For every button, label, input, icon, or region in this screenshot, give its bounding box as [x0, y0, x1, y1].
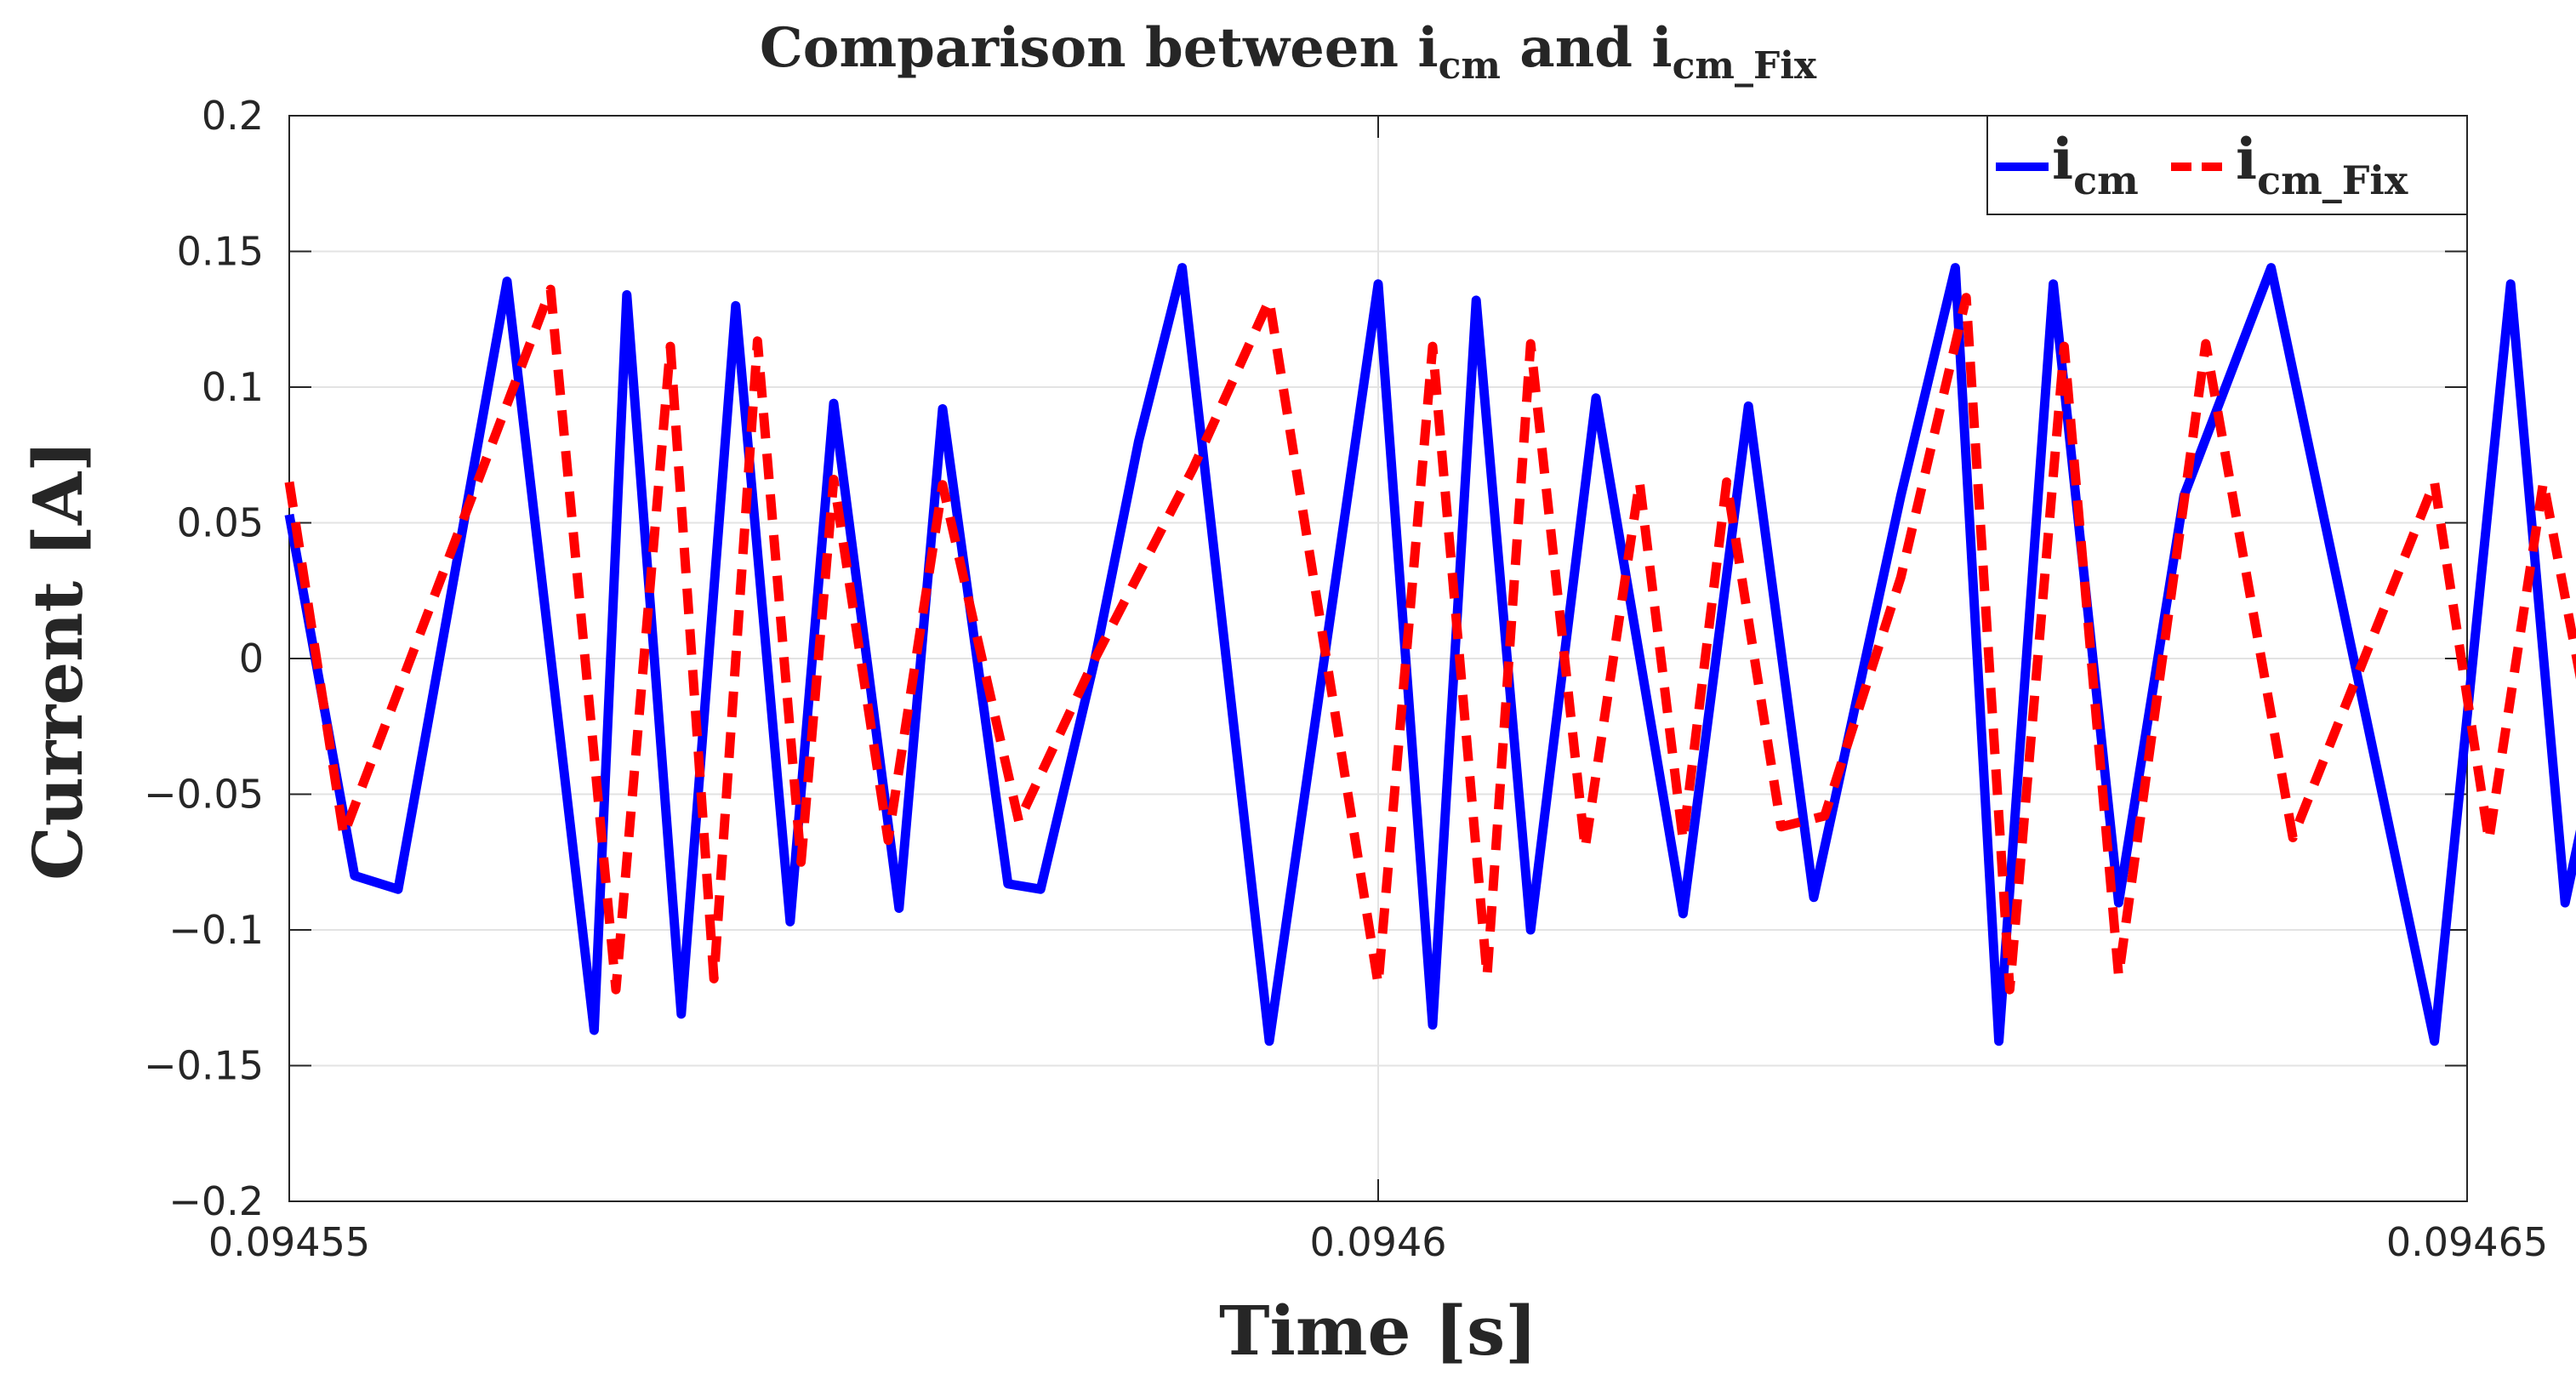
legend-box [1986, 115, 2468, 215]
y-tick-label: 0.05 [177, 500, 264, 546]
title-sub1: cm [1439, 44, 1501, 88]
y-tick-label: −0.15 [144, 1043, 264, 1089]
chart-title: Comparison between icm and icm_Fix [760, 16, 1817, 88]
title-mid: and [1501, 16, 1651, 80]
x-tick-label: 0.09455 [208, 1219, 370, 1265]
legend-var-icm: i [2052, 126, 2073, 192]
x-tick-label: 0.09465 [2386, 1219, 2548, 1265]
title-var2: i [1651, 16, 1672, 80]
legend: icm icm_Fix [1986, 115, 2468, 215]
y-tick-label: 0.15 [177, 229, 264, 275]
y-tick-label: 0.2 [202, 93, 264, 139]
y-tick-label: −0.2 [168, 1178, 264, 1224]
y-tick-label: 0.1 [202, 364, 264, 410]
series-layer [284, 263, 2576, 1046]
legend-sub-icm: cm [2073, 157, 2139, 203]
ticks: −0.2 −0.15 −0.1 −0.05 0 0.05 0.1 0.15 0.2 0.09455… [144, 93, 2548, 1265]
y-tick-label: −0.05 [144, 772, 264, 818]
y-tick-label: 0 [239, 636, 264, 681]
legend-var-icm-fix: i [2236, 126, 2257, 192]
y-axis-label: Current [A] [18, 440, 98, 881]
title-var1: i [1417, 16, 1438, 80]
x-axis-label: Time [s] [1219, 1291, 1537, 1371]
legend-sub-icm-fix: cm_Fix [2257, 157, 2408, 203]
title-main: Comparison between [760, 16, 1418, 80]
series-line-i-cm [284, 263, 2576, 1046]
x-tick-label: 0.0946 [1310, 1219, 1447, 1265]
y-tick-label: −0.1 [168, 907, 264, 953]
series-line-i-cm-fix [284, 284, 2576, 995]
title-sub2: cm_Fix [1673, 44, 1817, 88]
legend-label-icm-fix: icm_Fix [2236, 126, 2408, 203]
legend-label-icm: icm [2052, 126, 2139, 203]
